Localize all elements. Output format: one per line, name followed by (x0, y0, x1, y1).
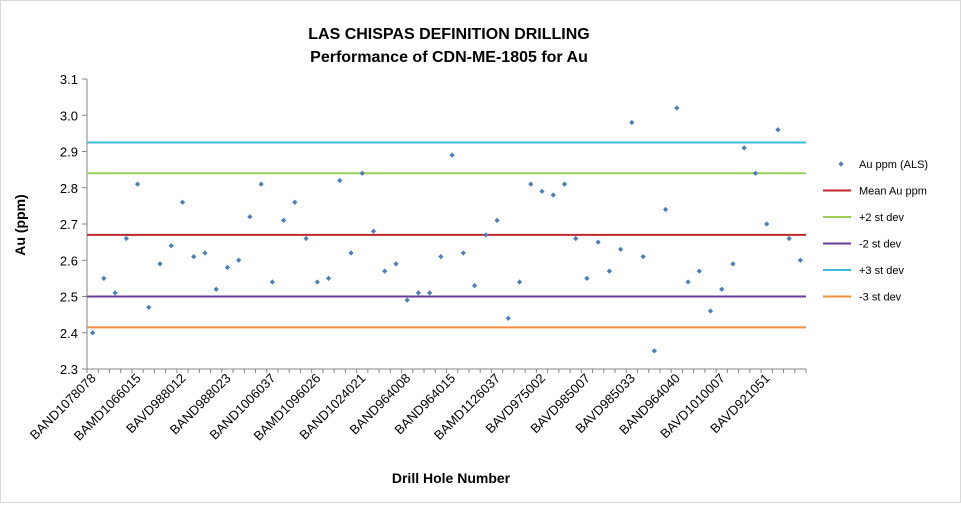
legend-label: Mean Au ppm (859, 186, 927, 198)
data-point (550, 192, 556, 198)
data-point (281, 217, 287, 223)
legend: Au ppm (ALS) Mean Au ppm +2 st dev -2 st de… (823, 159, 928, 304)
data-point (741, 145, 747, 151)
legend-label: +2 st dev (859, 212, 904, 224)
data-point (337, 177, 343, 184)
data-point (764, 221, 770, 227)
data-point (247, 214, 253, 220)
data-point (303, 235, 309, 242)
y-tick-label: 2.8 (60, 181, 78, 196)
data-point (134, 181, 141, 187)
data-point (370, 228, 377, 234)
data-point (539, 188, 545, 194)
data-point (528, 181, 534, 187)
data-point (404, 297, 410, 303)
data-point (618, 246, 624, 252)
data-point (213, 286, 219, 292)
data-point (123, 235, 129, 242)
y-tick-label: 2.3 (60, 362, 78, 377)
y-tick-label: 2.4 (60, 326, 78, 341)
data-point (112, 290, 118, 296)
data-point (662, 206, 669, 213)
data-point (651, 348, 657, 354)
data-point (606, 268, 612, 274)
legend-marker-au-ppm (838, 161, 844, 167)
data-point (449, 152, 455, 158)
data-point (292, 199, 298, 205)
y-tick-label: 3.1 (60, 72, 78, 87)
data-point (168, 243, 174, 249)
data-point (191, 254, 197, 260)
y-axis-title: Au (ppm) (12, 194, 28, 255)
data-point (236, 257, 242, 263)
data-point (483, 232, 489, 238)
data-point (471, 283, 478, 289)
data-point (348, 250, 354, 256)
data-point (146, 304, 152, 310)
data-point (258, 181, 264, 187)
legend-label: -2 st dev (859, 239, 902, 251)
data-point (325, 275, 332, 281)
data-point (719, 286, 725, 292)
data-point (415, 290, 422, 296)
legend-label: -3 st dev (859, 292, 902, 304)
data-point (90, 330, 96, 336)
data-point (561, 181, 568, 187)
data-point (516, 279, 523, 285)
data-point (730, 261, 736, 267)
y-tick-label: 2.5 (60, 290, 78, 305)
data-point (696, 268, 702, 274)
chart-title: LAS CHISPAS DEFINITION DRILLING (308, 26, 589, 43)
data-point (595, 239, 601, 245)
data-point (438, 254, 444, 260)
data-point (179, 199, 186, 205)
data-point (157, 261, 163, 267)
data-point (359, 170, 365, 176)
data-point (685, 279, 691, 285)
legend-label: Au ppm (ALS) (859, 159, 928, 171)
plot-area: 2.32.42.52.62.72.82.93.03.1BAND1078078BA… (27, 72, 807, 443)
data-point (393, 261, 399, 267)
x-axis-title: Drill Hole Number (392, 470, 511, 486)
legend-label: +3 st dev (859, 265, 904, 277)
y-tick-label: 2.9 (60, 145, 78, 160)
data-point (573, 235, 579, 242)
data-point (314, 279, 320, 285)
data-point (752, 170, 759, 176)
data-point (427, 290, 433, 296)
data-point (382, 268, 388, 274)
data-point (460, 250, 466, 256)
y-tick-label: 2.6 (60, 253, 78, 268)
data-point (269, 279, 275, 285)
chart-subtitle: Performance of CDN-ME-1805 for Au (310, 49, 588, 66)
data-point (707, 308, 714, 314)
y-tick-label: 2.7 (60, 217, 78, 232)
data-point (202, 250, 208, 256)
data-point (505, 315, 511, 321)
data-point (494, 217, 500, 223)
data-point (797, 257, 803, 263)
data-point (224, 264, 231, 271)
data-point (629, 119, 635, 126)
data-point (584, 275, 590, 281)
y-tick-label: 3.0 (60, 108, 78, 123)
data-point (786, 235, 792, 242)
data-point (674, 105, 680, 111)
data-point (775, 127, 781, 133)
data-point (101, 275, 107, 281)
data-point (640, 254, 646, 260)
